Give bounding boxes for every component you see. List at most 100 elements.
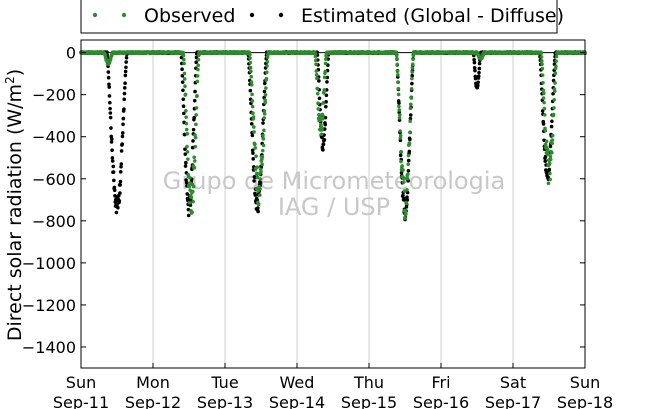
observed-point [195, 94, 199, 98]
vertical-gridlines [152, 40, 514, 368]
estimated-point [473, 76, 478, 81]
estimated-point [410, 81, 414, 86]
observed-point [265, 59, 270, 64]
observed-point [408, 102, 413, 107]
observed-point [547, 161, 552, 166]
estimated-point [107, 85, 112, 89]
observed-point [190, 210, 194, 215]
observed-point [315, 76, 319, 81]
observed-point [184, 121, 189, 126]
x-tick-label-day: Tue [210, 373, 238, 392]
observed-point [258, 193, 262, 197]
observed-point [184, 109, 188, 113]
observed-point [253, 146, 258, 150]
observed-point [261, 143, 266, 148]
estimated-point [191, 139, 195, 143]
observed-point [247, 52, 252, 57]
observed-point [191, 184, 196, 189]
observed-point [184, 127, 189, 132]
estimated-point [405, 190, 410, 195]
observed-point [316, 107, 321, 111]
observed-point [261, 137, 266, 141]
observed-point [181, 53, 186, 58]
observed-point [546, 152, 550, 156]
estimated-point [320, 135, 324, 140]
observed-point [411, 57, 415, 62]
watermark-line-1: Grupo de Micrometeorologia [163, 167, 505, 195]
observed-point [182, 77, 187, 81]
estimated-point [117, 199, 122, 203]
observed-point [394, 53, 399, 58]
observed-point [397, 104, 401, 109]
observed-point [543, 129, 548, 133]
observed-point [265, 64, 269, 68]
observed-point [185, 150, 190, 154]
observed-point [260, 148, 265, 153]
estimated-point [252, 175, 257, 180]
observed-point [399, 150, 404, 154]
estimated-point [405, 195, 409, 200]
estimated-point [406, 168, 411, 173]
y-tick-label: −800 [32, 212, 76, 231]
observed-point [406, 153, 411, 158]
observed-point [182, 57, 186, 62]
observed-point [401, 180, 406, 184]
observed-point [188, 176, 192, 180]
observed-point [313, 54, 318, 59]
observed-point [321, 101, 326, 105]
observed-point [252, 125, 256, 129]
observed-point [314, 62, 318, 67]
data-points [79, 50, 587, 222]
estimated-point [109, 126, 113, 130]
x-tick-label-date: Sep-13 [197, 393, 253, 409]
estimated-point [123, 69, 128, 74]
estimated-point [124, 56, 129, 60]
observed-point [553, 81, 557, 85]
observed-point [317, 114, 322, 118]
estimated-point [118, 179, 123, 184]
observed-point [401, 168, 405, 172]
observed-point [550, 133, 555, 138]
estimated-point [250, 148, 255, 153]
y-tick-label: 0 [66, 44, 76, 63]
legend-box [80, 0, 558, 34]
estimated-point [472, 66, 477, 70]
observed-point [182, 61, 186, 66]
observed-point [554, 64, 558, 69]
observed-point [548, 171, 552, 176]
observed-point [410, 66, 415, 70]
estimated-point [118, 170, 123, 174]
observed-point [408, 106, 413, 111]
estimated-point [252, 179, 256, 183]
legend: Observed Estimated (Global - Diffuse) [80, 0, 564, 34]
estimated-point [262, 89, 267, 94]
estimated-point [321, 148, 325, 152]
estimated-point [119, 149, 124, 153]
estimated-point [111, 170, 116, 174]
x-tick-label-day: Thu [353, 373, 384, 392]
estimated-point [324, 93, 329, 98]
estimated-point [251, 151, 255, 155]
observed-point [183, 84, 187, 89]
x-tick-label-date: Sep-16 [413, 393, 469, 409]
estimated-point [118, 183, 122, 187]
observed-point [196, 57, 201, 62]
observed-point [193, 135, 198, 140]
estimated-point [111, 164, 116, 169]
estimated-point [108, 100, 112, 105]
observed-point [185, 144, 189, 149]
estimated-point [402, 196, 406, 201]
observed-point [186, 157, 190, 161]
observed-point [191, 199, 195, 204]
x-tick-label-date: Sep-12 [125, 393, 181, 409]
observed-point [263, 100, 268, 105]
estimated-point [476, 80, 480, 85]
observed-point [314, 69, 319, 73]
estimated-point [249, 122, 254, 126]
estimated-point [122, 97, 126, 102]
observed-point [260, 162, 264, 167]
estimated-point [191, 127, 196, 132]
observed-point [250, 92, 254, 97]
observed-point [542, 106, 547, 111]
plot-frame [80, 39, 586, 369]
